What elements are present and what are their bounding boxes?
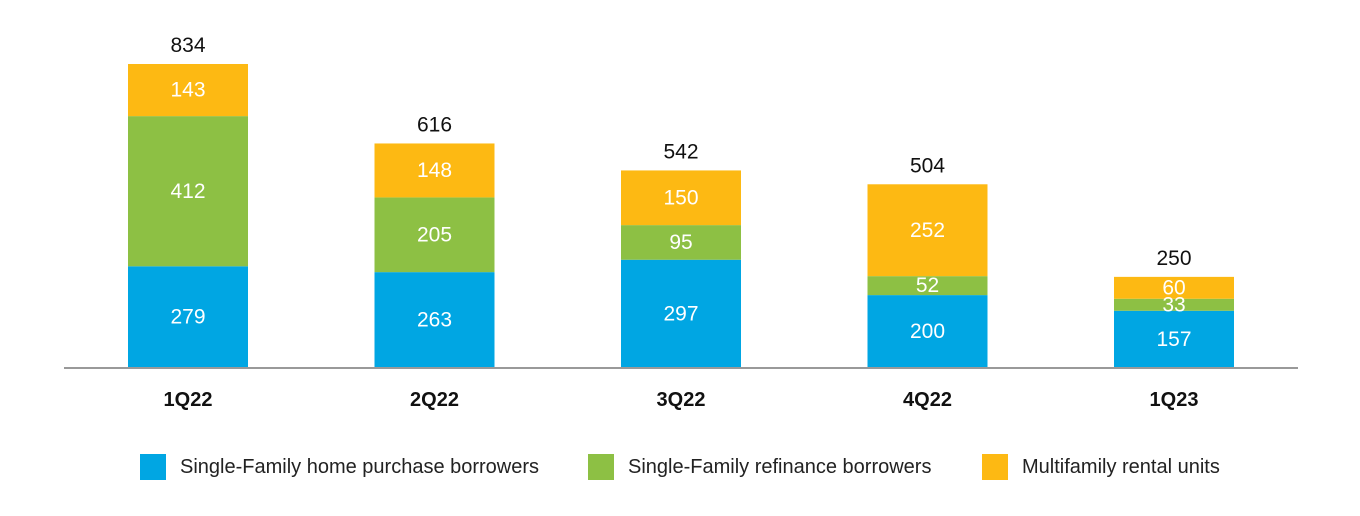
bar-segment-home-purchase-4q22 bbox=[867, 295, 988, 368]
legend: Single-Family home purchase borrowers Si… bbox=[0, 451, 1360, 483]
bar-total-label: 504 bbox=[910, 154, 945, 177]
legend-swatch-multifamily bbox=[982, 454, 1008, 480]
segment-value-label: 60 bbox=[1162, 276, 1185, 299]
segment-value-label: 150 bbox=[663, 186, 698, 209]
bar-segment-refinance-1q23 bbox=[1114, 298, 1234, 311]
segment-value-label: 200 bbox=[910, 320, 945, 343]
segment-value-label: 143 bbox=[170, 79, 205, 102]
bar-segment-refinance-2q22 bbox=[374, 197, 495, 273]
bar-segment-refinance-3q22 bbox=[621, 225, 741, 260]
bars-layer bbox=[128, 64, 1234, 368]
bar-segment-home-purchase-1q23 bbox=[1114, 310, 1234, 368]
bar-segment-multifamily-3q22 bbox=[621, 170, 741, 226]
segment-value-label: 52 bbox=[916, 274, 939, 297]
bar-total-label: 616 bbox=[417, 113, 452, 136]
segment-value-label: 157 bbox=[1156, 328, 1191, 351]
legend-item-multifamily: Multifamily rental units bbox=[982, 451, 1220, 483]
bar-segment-refinance-4q22 bbox=[867, 276, 988, 296]
x-tick-label: 2Q22 bbox=[410, 389, 459, 411]
segment-value-label: 279 bbox=[170, 306, 205, 329]
segment-value-label: 205 bbox=[417, 223, 452, 246]
bar-total-label: 542 bbox=[663, 140, 698, 163]
labels-layer: 279 412 143 834 1Q22 263 205 148 616 2Q22 297 95 150… bbox=[164, 34, 1199, 411]
bar-total-label: 250 bbox=[1156, 247, 1191, 270]
legend-label-multifamily: Multifamily rental units bbox=[1022, 455, 1220, 478]
bar-segment-home-purchase-2q22 bbox=[374, 272, 495, 368]
legend-item-home-purchase: Single-Family home purchase borrowers bbox=[140, 451, 539, 483]
segment-value-label: 33 bbox=[1162, 293, 1185, 316]
legend-label-refinance: Single-Family refinance borrowers bbox=[628, 455, 932, 478]
bar-segment-refinance-1q22 bbox=[128, 116, 248, 267]
x-tick-label: 1Q22 bbox=[164, 389, 213, 411]
x-tick-label: 4Q22 bbox=[903, 389, 952, 411]
bar-segment-home-purchase-1q22 bbox=[128, 266, 248, 368]
legend-item-refinance: Single-Family refinance borrowers bbox=[588, 451, 931, 483]
segment-value-label: 95 bbox=[669, 231, 692, 254]
x-tick-label: 1Q23 bbox=[1150, 389, 1199, 411]
bar-segment-home-purchase-3q22 bbox=[621, 259, 741, 368]
segment-value-label: 148 bbox=[417, 159, 452, 182]
bar-segment-multifamily-1q23 bbox=[1114, 276, 1234, 299]
bar-segment-multifamily-1q22 bbox=[128, 64, 248, 117]
bar-segment-multifamily-2q22 bbox=[374, 143, 495, 198]
stacked-bar-chart: 279 412 143 834 1Q22 263 205 148 616 2Q22 297 95 150… bbox=[64, 34, 1298, 411]
legend-swatch-refinance bbox=[588, 454, 614, 480]
legend-label-home-purchase: Single-Family home purchase borrowers bbox=[180, 455, 540, 478]
bar-total-label: 834 bbox=[170, 34, 205, 57]
segment-value-label: 263 bbox=[417, 309, 452, 332]
bar-segment-multifamily-4q22 bbox=[867, 184, 988, 277]
x-tick-label: 3Q22 bbox=[657, 389, 706, 411]
segment-value-label: 412 bbox=[170, 180, 205, 203]
segment-value-label: 297 bbox=[663, 302, 698, 325]
legend-swatch-home-purchase bbox=[140, 454, 166, 480]
segment-value-label: 252 bbox=[910, 219, 945, 242]
